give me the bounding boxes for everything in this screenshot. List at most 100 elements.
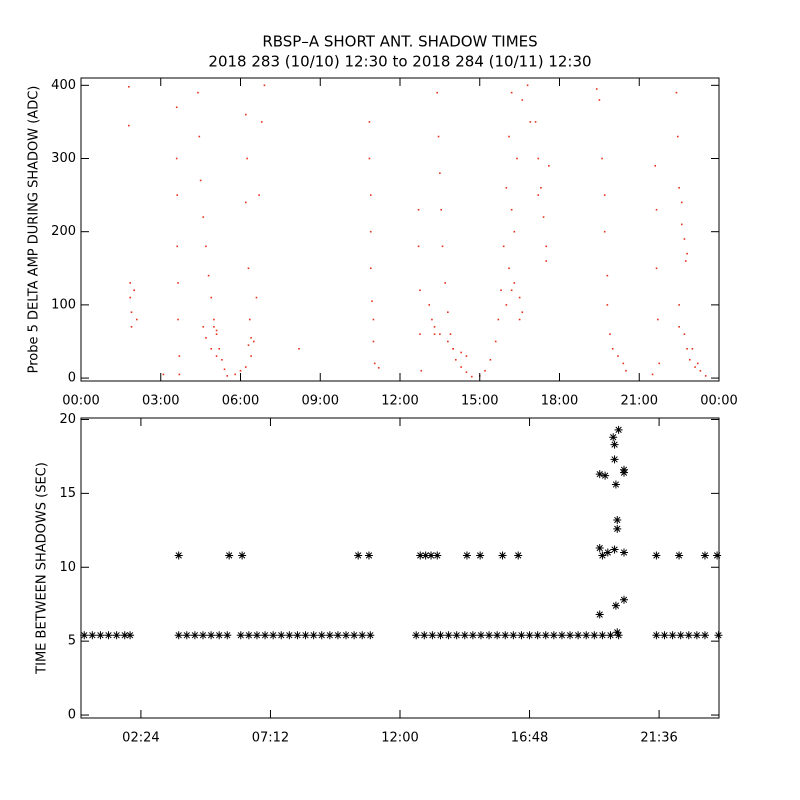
data-point [419,333,421,335]
data-point [510,208,513,211]
data-point [606,274,609,277]
data-point [688,358,691,361]
data-point [598,99,601,101]
data-point [210,296,213,299]
x-tick-label: 09:00 [302,394,339,409]
data-point [126,631,135,640]
data-point [215,333,218,335]
data-point [364,551,373,560]
data-point [537,194,540,196]
data-point [255,296,258,299]
data-point [611,347,614,350]
data-point [493,631,502,640]
data-point [247,344,250,346]
data-point [198,135,201,138]
data-point [436,631,445,640]
data-point [199,179,202,182]
data-point [249,318,251,321]
data-point [223,368,226,371]
data-point [505,304,508,306]
data-point [678,186,680,189]
data-point [258,194,260,196]
data-point [213,326,215,328]
data-point [350,631,359,640]
data-point [433,551,442,560]
data-point [245,113,247,116]
data-point [603,548,612,557]
data-point [417,245,420,248]
data-point [223,631,232,640]
data-point [252,631,261,640]
data-point [129,296,131,299]
data-point [460,351,462,354]
data-point [652,631,661,640]
data-point [601,471,610,480]
data-point [213,318,215,321]
data-point [427,551,436,560]
data-point [174,631,183,640]
data-point [366,631,375,640]
data-point [678,304,680,306]
data-point [197,91,199,94]
data-point [582,631,591,640]
data-point [239,369,242,372]
data-point [652,551,661,560]
data-point [420,631,429,640]
data-point [176,245,179,248]
data-point [699,369,702,372]
y-tick-label: 5 [68,634,76,649]
data-point [444,631,453,640]
data-point [541,631,550,640]
data-point [455,358,457,361]
data-point [221,358,223,361]
data-point [498,551,507,560]
data-point [500,289,502,292]
data-point [317,631,326,640]
data-point [510,91,513,94]
x-tick-label: 16:48 [511,731,548,746]
data-point [377,367,380,369]
data-point [508,267,510,270]
data-point [683,333,686,335]
y-tick-label: 300 [51,151,76,166]
data-point [202,216,205,218]
data-point [162,373,165,376]
data-point [428,631,437,640]
y-axis-label: TIME BETWEEN SHADOWS (SEC) [35,462,50,675]
data-point [269,631,278,640]
x-tick-label: 00:00 [700,394,737,409]
data-point [517,631,526,640]
data-point [80,631,89,640]
data-point [668,631,677,640]
x-tick-label: 03:00 [142,394,179,409]
data-point [611,480,620,489]
data-point [238,551,247,560]
data-point [452,631,461,640]
data-point [129,282,131,284]
data-point [215,355,218,357]
data-point [601,157,603,160]
data-point [369,194,372,196]
data-point [245,201,247,204]
data-point [680,223,683,226]
data-point [683,238,686,240]
data-point [595,470,604,479]
data-point [433,333,436,335]
data-point [614,631,623,640]
data-point [369,230,372,233]
data-point [177,282,179,284]
data-point [234,373,236,376]
data-point [439,172,441,174]
data-point [417,208,420,211]
data-point [298,347,300,350]
data-point [437,135,440,138]
data-point [521,99,524,101]
data-point [250,355,252,357]
data-point [428,304,431,306]
data-point [613,628,622,637]
data-point [421,551,430,560]
data-point [420,369,423,372]
data-point [525,631,534,640]
data-point [245,366,247,368]
